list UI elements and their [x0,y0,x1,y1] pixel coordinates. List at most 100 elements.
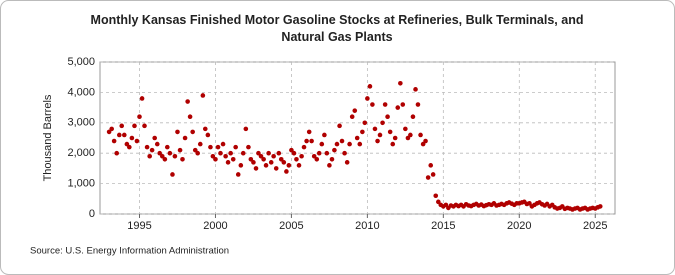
point [167,150,173,156]
point [139,96,145,101]
point [195,150,200,156]
point [127,144,132,150]
point [111,138,117,144]
point [375,138,380,144]
point [342,150,347,156]
point [408,132,413,138]
point [261,156,266,162]
point [243,126,249,132]
point [147,153,152,159]
y-tick-label: 2,000 [67,147,95,159]
point [253,166,259,171]
point [299,153,304,159]
x-tick-label: 2010 [355,220,379,232]
point [314,156,320,162]
point [187,114,193,120]
y-tick-label: 1,000 [67,178,95,190]
point [233,144,238,150]
point [390,141,396,147]
point [286,163,292,168]
point [266,150,271,156]
point [395,105,401,110]
point [430,172,436,177]
point [228,150,233,156]
point [365,96,370,101]
point [235,172,241,177]
point [154,141,160,147]
point [322,132,327,138]
point [208,144,213,150]
point [144,144,150,150]
point [392,135,398,141]
x-tick-label: 2000 [203,220,227,232]
point [218,150,223,156]
point [344,160,350,165]
point [296,163,302,168]
point [413,87,418,92]
x-tick-label: 1995 [127,220,151,232]
point [114,150,120,156]
point [162,156,168,162]
point [339,138,345,144]
point [415,102,421,107]
point [304,138,309,144]
point [291,150,297,156]
point [106,129,112,135]
point [377,132,383,138]
point [172,153,178,159]
point [157,150,163,156]
point [109,126,114,132]
point [311,153,317,159]
point [180,156,185,162]
point [256,150,261,156]
point [410,114,416,120]
point [273,166,279,171]
point [225,160,231,165]
point [122,132,127,138]
point [334,141,340,147]
point [258,153,264,159]
point [190,129,195,135]
point [423,138,428,144]
point [433,193,439,199]
point [230,156,236,162]
point [177,147,183,153]
point [367,84,373,89]
point [134,138,140,144]
point [281,160,287,165]
point [197,141,203,147]
point [119,123,125,129]
y-tick-label: 0 [89,208,95,220]
point [403,126,408,132]
point [398,80,403,86]
point [349,114,355,120]
point [309,138,314,144]
point [357,141,363,147]
point [220,141,226,147]
point [164,144,170,150]
point [316,150,322,156]
point [142,123,147,129]
y-tick-label: 4,000 [67,86,95,98]
point [251,160,256,165]
plot-area [99,61,616,215]
point [352,108,358,113]
point [278,156,284,162]
point [202,126,208,132]
point [382,102,388,107]
point [137,114,142,120]
point [170,172,175,177]
point [306,129,312,135]
point [240,150,246,156]
point [271,153,276,159]
point [354,135,360,141]
point [263,163,269,168]
point [248,156,254,162]
source: Source: U.S. Energy Information Administ… [30,246,229,257]
point [332,147,337,153]
point [268,160,274,165]
point [425,175,431,180]
y-tick-label: 5,000 [67,56,95,68]
